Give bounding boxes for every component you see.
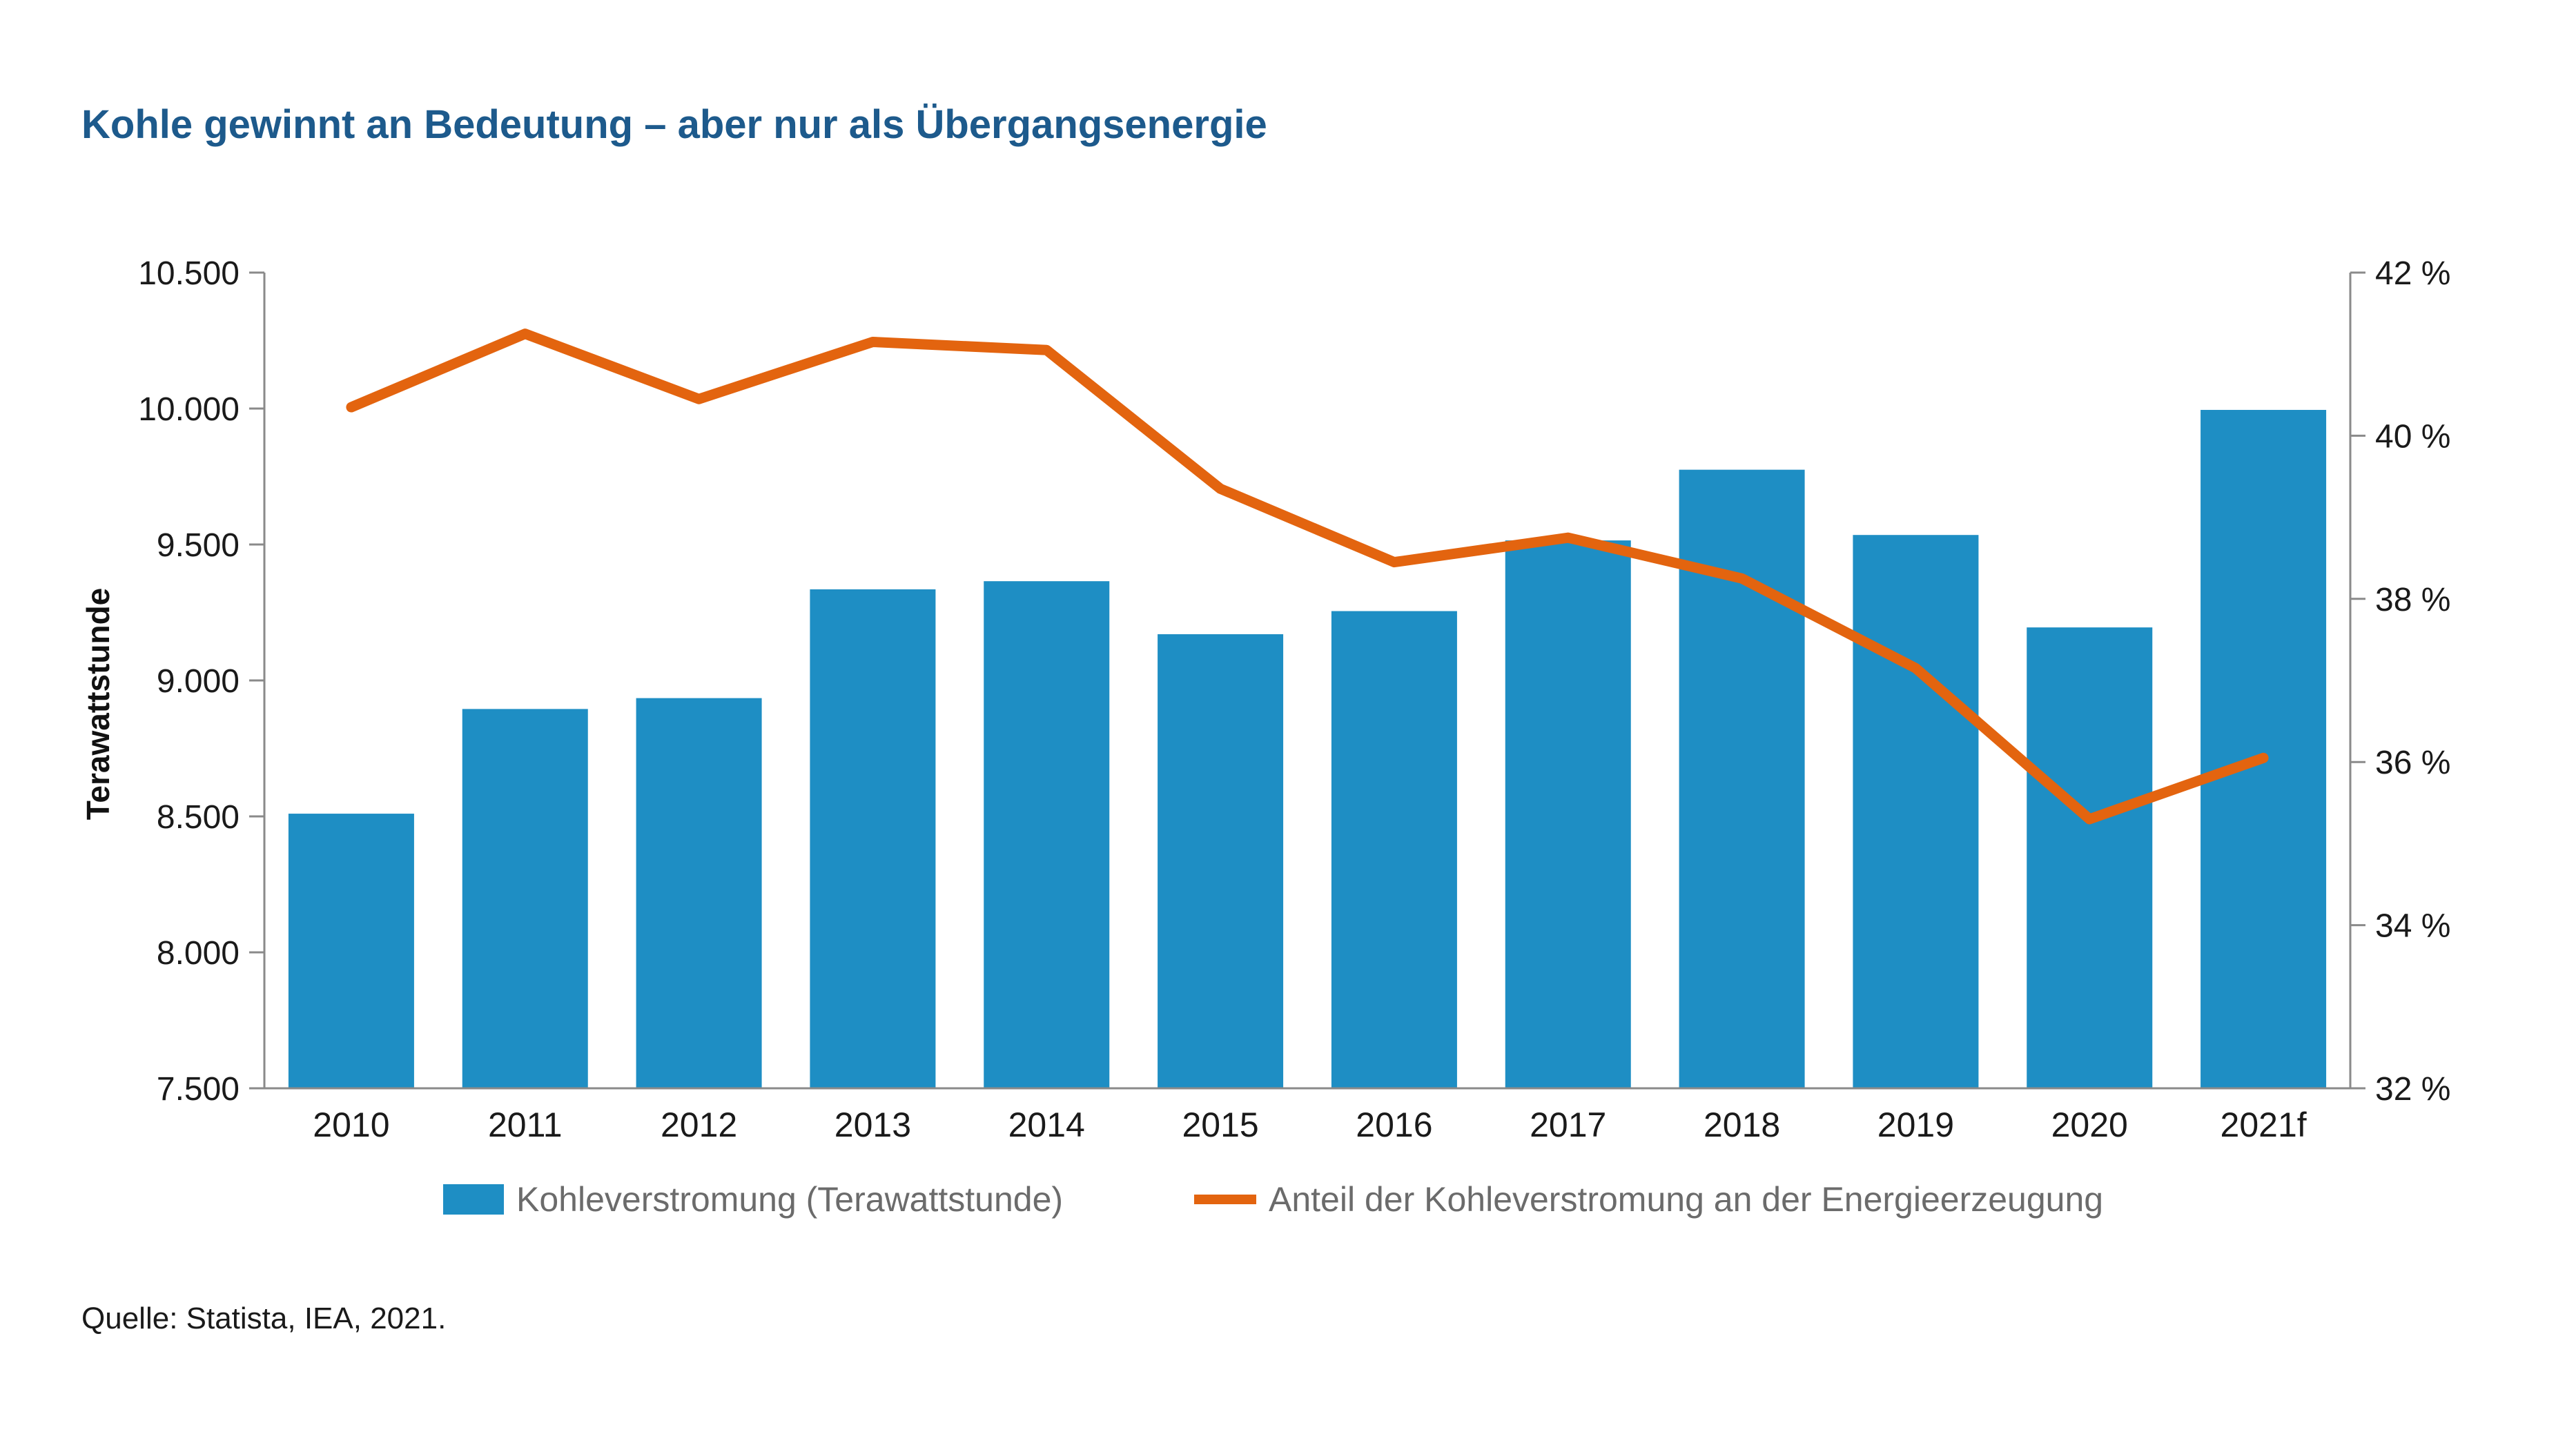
bar-series (288, 409, 2327, 1088)
x-tick-label: 2020 (2051, 1106, 2128, 1144)
y-tick-label: 9.500 (157, 527, 240, 564)
legend-label-line: Anteil der Kohleverstromung an der Energ… (1269, 1180, 2103, 1219)
line-series (346, 328, 2269, 825)
x-tick-label: 2017 (1530, 1106, 1606, 1144)
chart-title: Kohle gewinnt an Bedeutung – aber nur al… (81, 102, 1267, 147)
x-tick-label: 2012 (661, 1106, 737, 1144)
bar-2021f (2201, 409, 2327, 1088)
y-tick-label: 8.500 (157, 799, 240, 836)
x-tick-label: 2016 (1356, 1106, 1432, 1144)
legend: Kohleverstromung (Terawattstunde) Anteil… (443, 1180, 2103, 1219)
y2-tick-label: 32 % (2375, 1071, 2450, 1108)
bar-2012 (636, 698, 762, 1088)
x-tick-label: 2018 (1704, 1106, 1780, 1144)
line-point-2019 (1915, 667, 1916, 669)
line-point-2014 (1046, 349, 1047, 351)
x-tick-label: 2014 (1008, 1106, 1085, 1144)
bar-2011 (462, 709, 588, 1088)
source-note: Quelle: Statista, IEA, 2021. (81, 1302, 446, 1335)
x-tick-label: 2010 (313, 1106, 389, 1144)
bar-2017 (1505, 540, 1631, 1088)
x-tick-label: 2019 (1877, 1106, 1954, 1144)
y2-tick-label: 42 % (2375, 255, 2450, 292)
y2-tick-label: 36 % (2375, 745, 2450, 781)
x-tick-label: 2021f (2221, 1106, 2307, 1144)
bar-2015 (1158, 634, 1284, 1088)
y2-tick-label: 38 % (2375, 582, 2450, 618)
y-tick-label: 8.000 (157, 935, 240, 972)
y-tick-label: 9.000 (157, 663, 240, 700)
y-axis-label: Terawattstunde (80, 588, 116, 821)
legend-swatch-bars (443, 1184, 504, 1215)
bar-2010 (288, 814, 414, 1088)
line-share (346, 328, 2269, 825)
x-tick-label: 2013 (835, 1106, 911, 1144)
y2-tick-label: 34 % (2375, 908, 2450, 945)
bar-2019 (1853, 535, 1979, 1088)
legend-label-bars: Kohleverstromung (Terawattstunde) (516, 1180, 1063, 1219)
y2-tick-label: 40 % (2375, 418, 2450, 455)
bar-2018 (1679, 469, 1805, 1088)
bar-2013 (810, 589, 936, 1088)
axes: 7.500 8.000 8.500 9.000 9.500 10.000 10.500 32 … (138, 255, 2450, 1144)
line-point-2018 (1741, 578, 1743, 579)
y-tick-label: 7.500 (157, 1071, 240, 1108)
y-tick-label: 10.000 (138, 391, 240, 428)
x-tick-label: 2015 (1182, 1106, 1258, 1144)
bar-2020 (2027, 627, 2153, 1088)
bar-2016 (1331, 611, 1457, 1088)
line-point-2020 (2089, 818, 2090, 820)
x-tick-label: 2011 (488, 1106, 563, 1144)
bar-2014 (984, 581, 1110, 1088)
y-tick-label: 10.500 (138, 255, 240, 292)
